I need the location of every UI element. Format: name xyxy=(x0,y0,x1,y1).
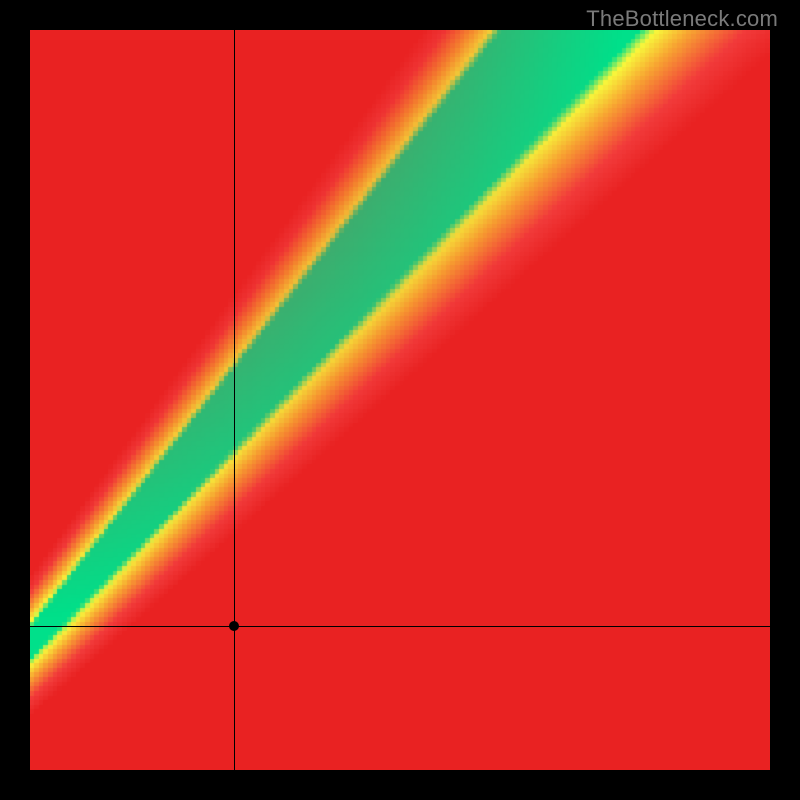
crosshair-vertical xyxy=(234,30,235,770)
bottleneck-heatmap xyxy=(30,30,770,770)
crosshair-marker xyxy=(229,621,239,631)
plot-area xyxy=(30,30,770,770)
chart-container: TheBottleneck.com xyxy=(0,0,800,800)
watermark-text: TheBottleneck.com xyxy=(586,6,778,32)
crosshair-horizontal xyxy=(30,626,770,627)
